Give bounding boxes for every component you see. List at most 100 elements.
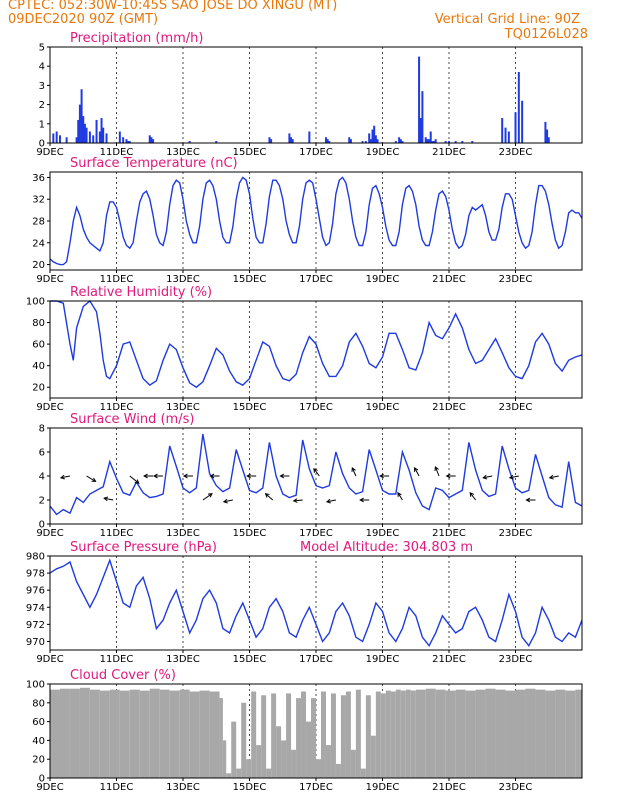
- precip-bar: [501, 118, 504, 143]
- precip-bar: [270, 139, 273, 143]
- cloud-bar: [525, 688, 536, 778]
- wind-ytick-label: 4: [39, 472, 45, 483]
- wind-arrowhead: [397, 491, 402, 497]
- wind-arrowhead: [351, 466, 356, 472]
- wind-xtick-label: 17DEC: [299, 528, 333, 539]
- wind-arrow: [509, 475, 519, 479]
- precip-bar: [507, 131, 510, 143]
- pressure-xtick-label: 15DEC: [233, 654, 267, 665]
- precip-bar: [429, 131, 432, 143]
- wind-arrowhead: [548, 474, 554, 480]
- temp-xtick-label: 13DEC: [166, 274, 200, 285]
- temp-xtick-label: 9DEC: [36, 274, 63, 285]
- precip-xtick-label: 15DEC: [233, 147, 267, 158]
- cloud-bar: [236, 768, 242, 778]
- precip-bar: [324, 137, 327, 143]
- rh-xtick-label: 15DEC: [233, 402, 267, 413]
- precip-bar: [268, 137, 271, 143]
- precip-bar: [58, 135, 61, 143]
- cloud-bar: [365, 695, 371, 778]
- cloud-bar: [445, 690, 456, 778]
- wind-ytick-label: 0: [39, 520, 45, 531]
- wind-arrowhead: [182, 473, 188, 479]
- pressure-ytick-label: 970: [26, 637, 45, 648]
- cloud-bar: [475, 689, 486, 778]
- precip-bar: [431, 141, 434, 143]
- wind-arrow: [414, 467, 420, 477]
- wind-arrow: [293, 499, 303, 502]
- temp-ytick-label: 32: [32, 195, 45, 206]
- cloud-title: Cloud Cover (%): [70, 668, 176, 683]
- cloud-bar: [251, 691, 257, 778]
- pressure-ytick-label: 978: [26, 569, 45, 580]
- precip-bar: [361, 141, 364, 143]
- cloud-bar: [370, 735, 376, 778]
- cloud-bar: [545, 690, 556, 778]
- cloud-bar: [345, 691, 351, 778]
- precip-bar: [291, 139, 294, 143]
- cloud-bar: [276, 726, 282, 778]
- temp-ytick-label: 36: [32, 173, 45, 184]
- precip-bar: [544, 121, 547, 143]
- cloud-bar: [301, 691, 307, 778]
- precip-bar: [444, 141, 447, 143]
- precip-bar: [426, 139, 429, 143]
- precip-bar: [461, 141, 464, 143]
- cloud-bar: [375, 691, 381, 778]
- precip-bar: [100, 118, 103, 143]
- cloud-bar: [266, 768, 272, 778]
- pressure-xtick-label: 11DEC: [100, 654, 134, 665]
- wind-ytick-label: 2: [39, 496, 45, 507]
- precip-xtick-label: 23DEC: [499, 147, 533, 158]
- wind-arrow: [104, 497, 114, 501]
- cloud-bar: [89, 689, 100, 778]
- wind-arrow: [483, 475, 493, 479]
- rh-xtick-label: 11DEC: [100, 402, 134, 413]
- cloud-bar: [159, 689, 170, 778]
- cloud-bar: [50, 689, 60, 778]
- temp-xtick-label: 15DEC: [233, 274, 267, 285]
- temp-xtick-label: 19DEC: [366, 274, 400, 285]
- pressure-xtick-label: 19DEC: [366, 654, 400, 665]
- precip-xtick-label: 11DEC: [100, 147, 134, 158]
- cloud-bar: [410, 690, 416, 778]
- precip-bar: [326, 139, 329, 143]
- wind-ytick-label: 8: [39, 424, 45, 435]
- rh-series-line: [50, 299, 583, 389]
- precip-bar: [424, 137, 427, 143]
- cloud-bar: [325, 745, 331, 778]
- cloud-bar: [219, 698, 223, 778]
- precip-bar: [376, 139, 379, 143]
- cloud-bar: [405, 689, 411, 778]
- precip-ytick-label: 4: [39, 62, 45, 73]
- precip-ytick-label: 2: [39, 100, 45, 111]
- precip-xtick-label: 19DEC: [366, 147, 400, 158]
- cloud-bar: [119, 690, 130, 778]
- wind-arrow: [202, 493, 213, 501]
- precip-bar: [95, 119, 98, 143]
- cloud-bar: [395, 689, 401, 778]
- cloud-bar: [455, 689, 466, 778]
- precip-bar: [521, 100, 524, 143]
- wind-xtick-label: 9DEC: [36, 528, 63, 539]
- cloud-bar: [281, 740, 287, 778]
- precip-bar: [75, 137, 78, 143]
- wind-arrowhead: [359, 497, 364, 503]
- wind-arrowhead: [469, 491, 475, 497]
- cloud-bar: [435, 689, 446, 778]
- cloud-bar: [189, 691, 200, 778]
- wind-arrow: [351, 467, 357, 477]
- cloud-bar: [330, 693, 336, 778]
- pressure-ytick-label: 980: [26, 552, 45, 563]
- cloud-bar: [291, 749, 297, 778]
- precip-bar: [65, 137, 68, 143]
- wind-xtick-label: 19DEC: [366, 528, 400, 539]
- cloud-xtick-label: 17DEC: [299, 782, 333, 793]
- cloud-bar: [535, 689, 546, 778]
- cloud-ytick-label: 20: [32, 755, 45, 766]
- precip-bar: [118, 131, 121, 143]
- wind-xtick-label: 21DEC: [432, 528, 466, 539]
- pressure-frame: [49, 555, 583, 651]
- cloud-bar: [139, 690, 150, 778]
- precip-ytick-label: 0: [39, 139, 45, 150]
